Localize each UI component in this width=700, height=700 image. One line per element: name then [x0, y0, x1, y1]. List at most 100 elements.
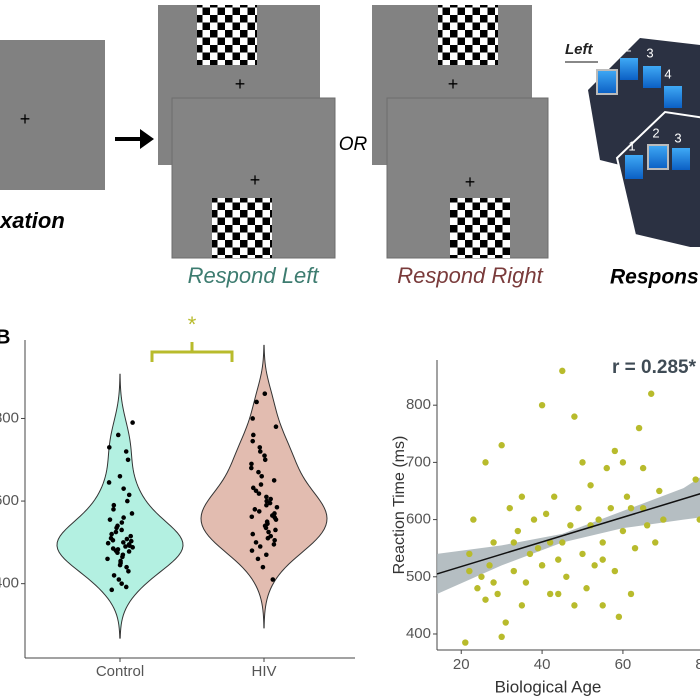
data-point	[611, 447, 619, 455]
data-point	[115, 523, 120, 529]
data-point	[595, 516, 602, 523]
key-number: 3	[674, 130, 681, 145]
key-number: 2	[624, 39, 631, 54]
x-tick-label: 60	[615, 656, 632, 673]
data-point	[116, 577, 122, 582]
data-point	[270, 577, 276, 582]
data-point	[272, 511, 277, 516]
data-point	[129, 511, 135, 516]
data-point	[599, 556, 606, 563]
data-point	[696, 516, 700, 523]
x-axis-label: Biological Age	[495, 677, 602, 696]
data-point	[260, 564, 266, 570]
data-point	[128, 538, 134, 544]
data-point	[115, 547, 121, 552]
y-tick-label: 400	[0, 575, 19, 592]
data-point	[256, 491, 262, 496]
arrow	[115, 129, 154, 149]
data-point	[125, 498, 130, 504]
data-point	[635, 424, 643, 432]
violin	[56, 373, 184, 639]
fixation-cross: +	[235, 74, 246, 94]
data-point	[255, 556, 261, 562]
respond-left-label: Respond Left	[188, 263, 320, 288]
fixation-cross: +	[465, 172, 476, 192]
panel-a: + xation + + OR + + Respond Left Respond…	[0, 5, 700, 289]
data-point	[563, 573, 570, 580]
data-point	[268, 533, 274, 539]
data-point	[264, 498, 269, 504]
data-point	[583, 585, 590, 592]
data-point	[119, 527, 124, 533]
data-point	[106, 480, 112, 485]
key-number: 2	[652, 125, 659, 140]
confidence-band	[437, 477, 700, 594]
data-point	[490, 539, 497, 546]
data-point	[250, 438, 256, 444]
key	[625, 155, 643, 179]
fixation-cross: +	[448, 74, 459, 94]
data-point	[546, 590, 554, 598]
data-point	[119, 581, 124, 586]
data-point	[118, 558, 123, 564]
fixation-screen	[0, 40, 105, 190]
data-point	[478, 573, 485, 580]
data-point	[105, 556, 110, 562]
data-point	[490, 579, 497, 586]
data-point	[121, 515, 126, 520]
data-point	[257, 445, 263, 450]
data-point	[262, 453, 267, 458]
data-point	[482, 596, 489, 603]
data-point	[256, 469, 261, 475]
data-point	[599, 539, 606, 546]
or-label: OR	[339, 134, 368, 155]
fixation-cross: +	[20, 109, 31, 129]
key-number: 1	[628, 138, 635, 153]
data-point	[494, 590, 501, 598]
violin	[200, 344, 328, 629]
correlation-label: r = 0.285*	[612, 357, 697, 378]
data-point	[121, 540, 126, 545]
data-point	[259, 473, 265, 479]
data-point	[482, 459, 489, 466]
keypad-left-label: Left	[565, 41, 594, 58]
data-point	[271, 478, 277, 483]
data-point	[514, 527, 522, 535]
y-tick-label: 700	[406, 453, 431, 470]
data-point	[111, 507, 116, 512]
key-number: 1	[602, 53, 609, 68]
data-point	[111, 502, 117, 508]
data-point	[692, 476, 699, 483]
data-point	[264, 494, 269, 500]
data-point	[124, 536, 130, 542]
data-point	[257, 449, 263, 454]
data-point	[264, 502, 269, 508]
data-point	[591, 562, 598, 569]
data-point	[567, 522, 574, 529]
x-tick-label: 40	[534, 656, 551, 673]
checkerboard	[450, 198, 510, 258]
data-point	[466, 567, 473, 575]
data-point	[250, 485, 256, 491]
data-point	[619, 459, 627, 466]
data-point	[486, 562, 493, 569]
data-point	[551, 493, 558, 500]
panel-b: 400 600 800 Control HIV * 400 500 600 700 800 20 40 6…	[0, 312, 700, 696]
keypad	[615, 110, 700, 249]
y-tick-label: 800	[406, 396, 431, 413]
data-point	[264, 519, 270, 525]
y-tick-label: 600	[406, 511, 431, 528]
data-point	[113, 529, 119, 535]
data-point	[273, 424, 279, 430]
data-point	[462, 639, 469, 646]
data-point	[107, 517, 113, 522]
data-point	[124, 564, 129, 570]
data-point	[611, 567, 619, 575]
data-point	[656, 487, 663, 495]
data-point	[538, 562, 546, 569]
data-point	[123, 544, 128, 549]
data-point	[555, 590, 562, 598]
data-point	[258, 482, 264, 487]
